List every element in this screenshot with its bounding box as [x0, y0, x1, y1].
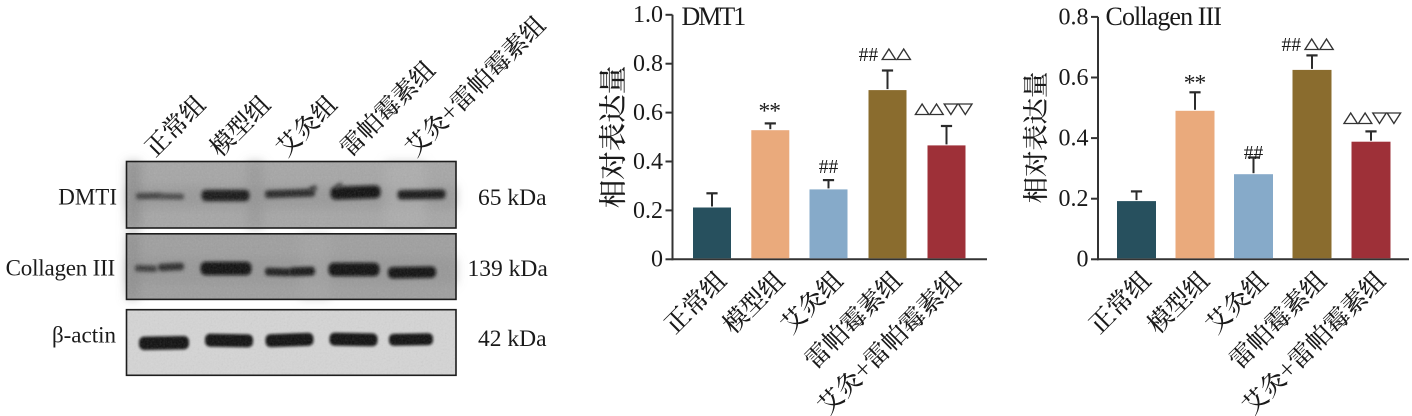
- svg-text:0.6: 0.6: [633, 100, 663, 126]
- svg-text:Collagen III: Collagen III: [1106, 2, 1222, 31]
- svg-text:139 kDa: 139 kDa: [468, 256, 549, 282]
- svg-text:##: ##: [859, 45, 879, 66]
- svg-text:##: ##: [1244, 143, 1264, 164]
- svg-text:0.2: 0.2: [633, 198, 663, 224]
- svg-text:β-actin: β-actin: [52, 322, 117, 347]
- svg-text:65 kDa: 65 kDa: [478, 185, 547, 211]
- svg-text:DMTI: DMTI: [58, 184, 117, 209]
- svg-text:0: 0: [651, 247, 663, 273]
- svg-text:##: ##: [819, 157, 839, 178]
- svg-text:0: 0: [1077, 247, 1089, 273]
- svg-text:0.6: 0.6: [1059, 65, 1089, 91]
- svg-text:**: **: [1184, 70, 1206, 96]
- svg-text:0.8: 0.8: [633, 51, 663, 77]
- svg-text:0.8: 0.8: [1059, 4, 1089, 30]
- svg-text:Collagen III: Collagen III: [6, 255, 115, 280]
- svg-text:DMT1: DMT1: [682, 2, 746, 31]
- svg-text:0.4: 0.4: [633, 149, 663, 175]
- svg-text:1.0: 1.0: [633, 2, 663, 28]
- svg-text:0.4: 0.4: [1059, 126, 1089, 152]
- svg-text:**: **: [759, 98, 781, 124]
- svg-text:0.2: 0.2: [1059, 186, 1089, 212]
- svg-text:42 kDa: 42 kDa: [478, 326, 547, 352]
- svg-text:##: ##: [1281, 35, 1301, 56]
